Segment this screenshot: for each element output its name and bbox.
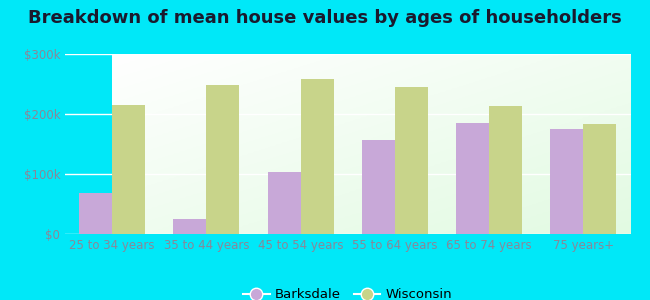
Legend: Barksdale, Wisconsin: Barksdale, Wisconsin [238,283,458,300]
Text: Breakdown of mean house values by ages of householders: Breakdown of mean house values by ages o… [28,9,622,27]
Bar [112,105,145,234]
Bar [268,172,300,234]
Bar [584,124,616,234]
Bar [362,140,395,234]
Bar [489,106,522,234]
Bar [456,123,489,234]
Bar [300,79,333,234]
Bar [207,85,239,234]
Bar [551,129,584,234]
Bar [79,193,112,234]
Bar [395,87,428,234]
Bar [174,219,207,234]
